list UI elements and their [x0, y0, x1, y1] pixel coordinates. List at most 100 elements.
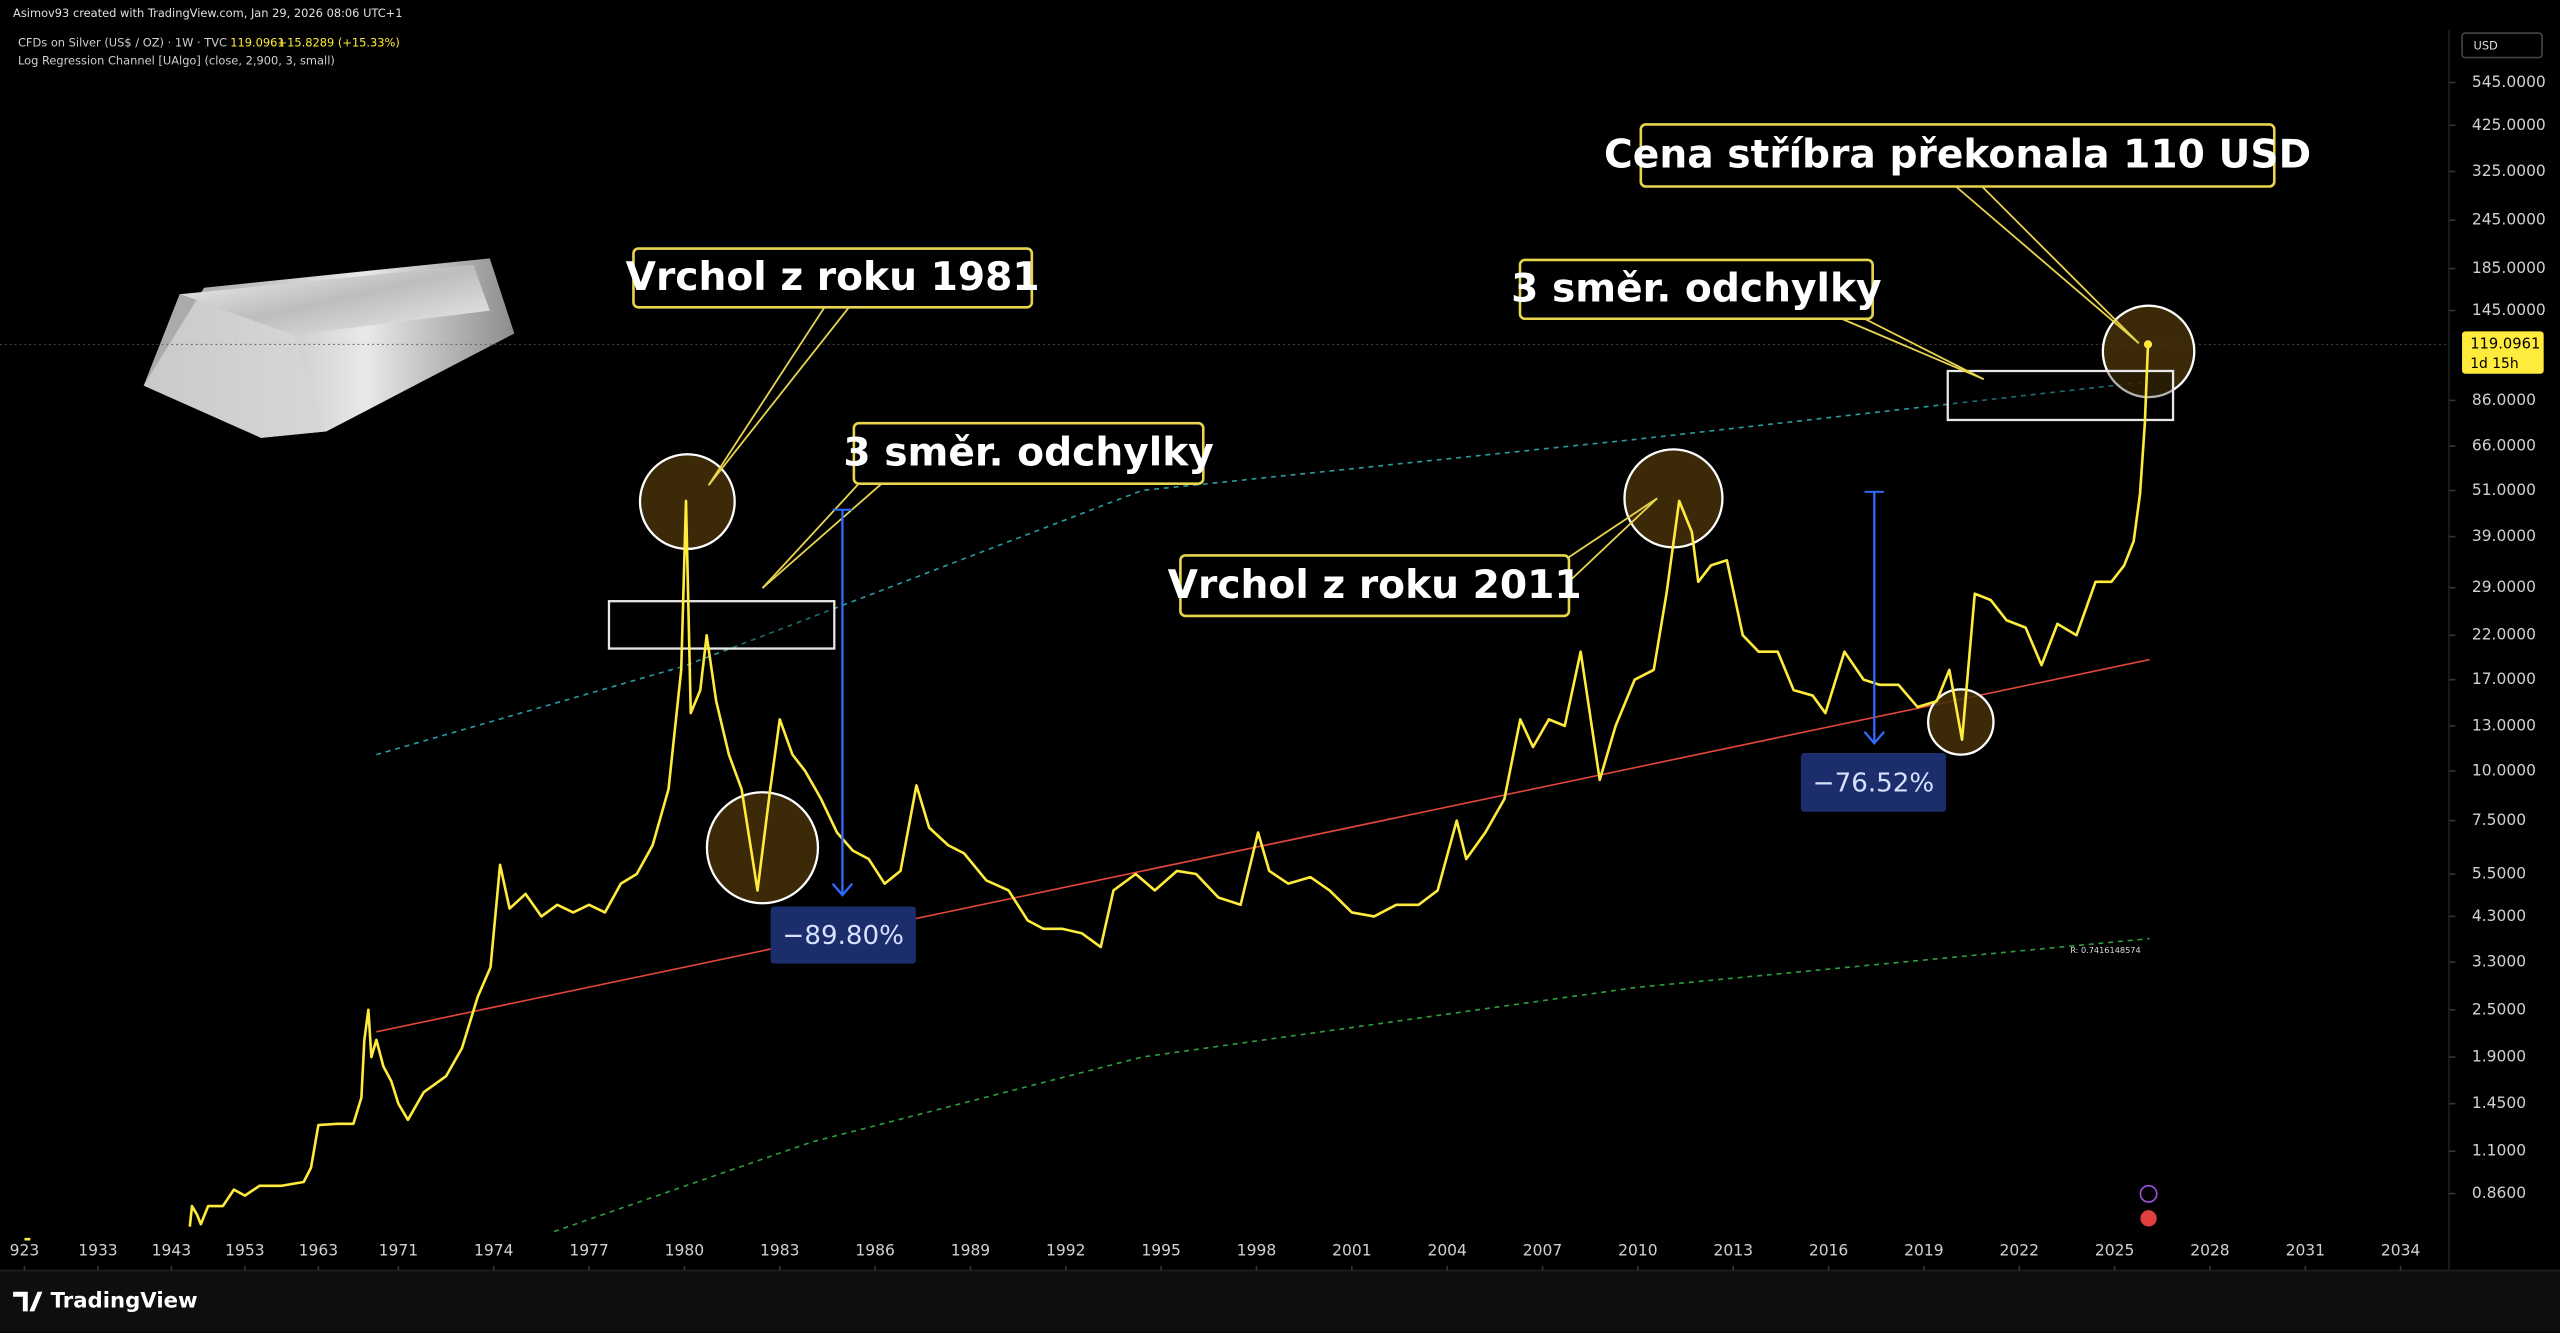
y-tick-label: 145.0000 — [2472, 301, 2546, 319]
y-tick-label: 425.0000 — [2472, 116, 2546, 134]
std-dev-box — [607, 600, 836, 650]
x-tick-label: 1992 — [1046, 1241, 1085, 1259]
x-tick-label: 2010 — [1618, 1241, 1657, 1259]
x-tick-label: 923 — [10, 1241, 40, 1259]
x-tick-label: 2016 — [1809, 1241, 1848, 1259]
callout-leader — [761, 482, 883, 589]
y-tick-label: 4.3000 — [2472, 907, 2526, 925]
y-tick-label: 29.0000 — [2472, 578, 2536, 596]
y-tick-label: 17.0000 — [2472, 670, 2536, 688]
callout-box — [1639, 123, 2276, 188]
measure-box — [770, 906, 916, 964]
x-tick-label: 1977 — [569, 1241, 608, 1259]
measure-label: −76.52% — [1813, 769, 1934, 799]
callout-leader — [761, 483, 860, 589]
callout-leader — [1981, 185, 2140, 344]
r-label: R: 0.7416148574 — [2070, 945, 2140, 955]
symbol-label: CFDs on Silver (US$ / OZ) · 1W · TVC — [18, 35, 227, 49]
indicator-label: Log Regression Channel [UAlgo] (close, 2… — [18, 53, 335, 67]
x-tick-label: 2025 — [2095, 1241, 2134, 1259]
y-tick-label: 325.0000 — [2472, 162, 2546, 180]
y-tick-label: 66.0000 — [2472, 437, 2536, 455]
x-tick-label: 2031 — [2286, 1241, 2325, 1259]
y-tick-label: 2.5000 — [2472, 1000, 2526, 1018]
y-tick-label: 10.0000 — [2472, 762, 2536, 780]
x-tick-label: 2004 — [1427, 1241, 1466, 1259]
highlight-circle — [1623, 448, 1724, 549]
x-tick-label: 1998 — [1237, 1241, 1276, 1259]
callout-leader — [1864, 317, 1985, 380]
x-tick-label: 1983 — [760, 1241, 799, 1259]
x-tick-label: 1989 — [951, 1241, 990, 1259]
callout-leader — [1955, 185, 2140, 344]
y-tick-label: 3.3000 — [2472, 952, 2526, 970]
y-tick-label: 1.9000 — [2472, 1048, 2526, 1066]
x-tick-label: 2013 — [1713, 1241, 1752, 1259]
y-tick-label: 39.0000 — [2472, 527, 2536, 545]
x-tick-label: 2001 — [1332, 1241, 1371, 1259]
y-tick-label: 1.1000 — [2472, 1142, 2526, 1160]
y-tick-label: 0.8600 — [2472, 1184, 2526, 1202]
callout-leader — [1558, 497, 1658, 565]
x-tick-label: 2028 — [2190, 1241, 2229, 1259]
callout-box — [1179, 554, 1571, 618]
credit: Asimov93 created with TradingView.com, J… — [13, 6, 402, 20]
currency-box[interactable] — [2461, 32, 2543, 59]
callout-text: Vrchol z roku 1981 — [626, 255, 1040, 300]
regression-line — [376, 380, 2150, 756]
regression-line — [553, 937, 2150, 1233]
measure-box — [1800, 753, 1947, 812]
icon[interactable] — [2139, 1184, 2158, 1203]
y-tick-label: 185.0000 — [2472, 259, 2546, 277]
x-tick-label: 1953 — [225, 1241, 264, 1259]
last-point — [2143, 340, 2153, 349]
brand-logo — [13, 1291, 43, 1312]
currency: USD — [2473, 39, 2498, 53]
brand: TradingView — [51, 1289, 198, 1314]
callout-text: 3 směr. odchylky — [843, 431, 1213, 476]
x-tick-label: 1980 — [665, 1241, 704, 1259]
highlight-circle — [1927, 688, 1995, 756]
x-tick-label: 2022 — [2000, 1241, 2039, 1259]
y-tick-label: 22.0000 — [2472, 626, 2536, 644]
measure-arrowhead — [1863, 731, 1885, 745]
callout-text: Cena stříbra překonala 110 USD — [1604, 133, 2311, 178]
price-tag — [2462, 331, 2544, 374]
last-price: 119.0961 — [230, 35, 284, 49]
price-tag-countdown: 1d 15h — [2470, 356, 2518, 372]
x-tick-label: 1963 — [299, 1241, 338, 1259]
callout-box — [852, 421, 1205, 485]
x-tick-label: 1943 — [152, 1241, 191, 1259]
y-tick-label: 86.0000 — [2472, 391, 2536, 409]
measure-arrowhead — [831, 882, 854, 897]
callout-leader — [707, 306, 850, 486]
icon[interactable] — [2140, 1210, 2157, 1227]
x-tick-label: 2019 — [1904, 1241, 1943, 1259]
x-tick-label: 1995 — [1141, 1241, 1180, 1259]
x-tick-label: 1974 — [474, 1241, 513, 1259]
callout-leader — [1568, 497, 1658, 583]
price-line — [24, 344, 2150, 1241]
measure-label: −89.80% — [783, 921, 904, 951]
x-tick-label: 1986 — [855, 1241, 894, 1259]
price-tag-value: 119.0961 — [2470, 335, 2540, 352]
std-dev-box — [1946, 369, 2175, 422]
callout-text: 3 směr. odchylky — [1511, 266, 1881, 311]
silver-bar — [143, 258, 515, 438]
footer-bar — [0, 1270, 2560, 1333]
callout-box — [1518, 258, 1874, 321]
y-tick-label: 5.5000 — [2472, 865, 2526, 883]
callout-box — [632, 247, 1034, 309]
x-tick-label: 2007 — [1523, 1241, 1562, 1259]
callout-leader — [1841, 317, 1985, 380]
x-tick-label: 2034 — [2381, 1241, 2420, 1259]
callout-leader — [707, 306, 826, 486]
y-tick-label: 545.0000 — [2472, 73, 2546, 91]
x-tick-label: 1933 — [78, 1241, 117, 1259]
y-tick-label: 51.0000 — [2472, 481, 2536, 499]
change-label: +15.8289 (+15.33%) — [278, 35, 400, 49]
y-tick-label: 7.5000 — [2472, 811, 2526, 829]
